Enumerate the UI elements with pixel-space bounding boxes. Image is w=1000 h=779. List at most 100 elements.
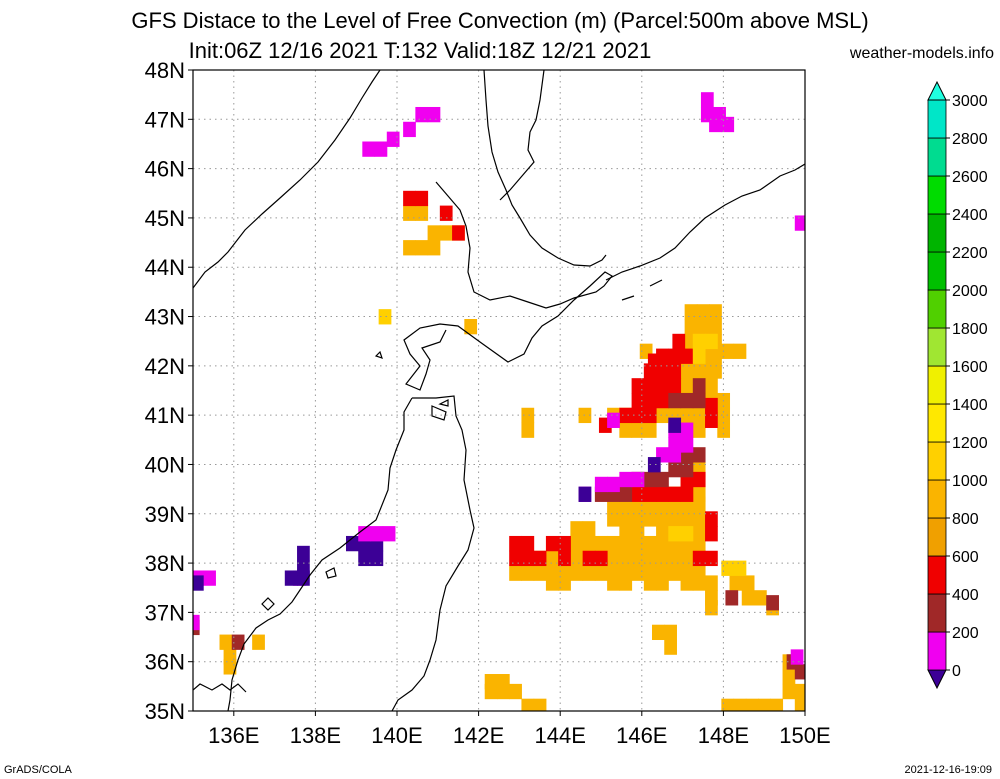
lfc-cell (619, 535, 633, 552)
lat-label: 37N (145, 600, 185, 625)
lfc-cell (582, 521, 596, 537)
lfc-cell (631, 486, 645, 502)
lfc-cell (668, 486, 682, 502)
lat-label: 45N (145, 206, 185, 231)
lfc-cell (647, 353, 661, 369)
lfc-cell (631, 471, 645, 488)
lfc-cell (545, 535, 559, 552)
lat-label: 41N (145, 403, 185, 428)
colorbar-label: 800 (952, 511, 979, 528)
lfc-cell (643, 471, 657, 488)
lfc-cell (427, 106, 441, 123)
lfc-cell (709, 348, 722, 364)
lfc-cell (680, 437, 694, 453)
colorbar-min-arrow (927, 669, 947, 690)
lfc-cell (533, 565, 547, 581)
lfc-cell (203, 570, 216, 586)
lfc-cell (684, 363, 698, 379)
lfc-cell (680, 486, 694, 502)
plot-frame (192, 69, 806, 712)
lfc-cell (705, 511, 718, 527)
lfc-cell (427, 240, 441, 256)
lfc-cell (403, 190, 416, 207)
lfc-cell (684, 319, 698, 335)
lfc-cell (692, 575, 706, 591)
lfc-cell (664, 639, 677, 655)
lfc-cell (193, 575, 204, 591)
colorbar-swatch (927, 175, 947, 215)
lfc-cell (680, 378, 694, 394)
colorbar-swatch (927, 555, 947, 595)
lfc-cell (705, 575, 718, 591)
colorbar-label: 1400 (952, 397, 988, 414)
lfc-cell (362, 141, 376, 157)
lfc-cell (664, 624, 677, 641)
lfc-cell (631, 407, 645, 424)
lat-label: 35N (145, 699, 185, 724)
lfc-cell (607, 550, 620, 567)
lfc-cell (782, 683, 796, 700)
lfc-cell (558, 535, 571, 552)
lfc-cell (721, 560, 735, 576)
colorbar-swatch (927, 213, 947, 253)
lfc-cell (733, 560, 747, 576)
lfc-cell (631, 565, 645, 581)
lfc-cell (403, 205, 416, 221)
lfc-cell (721, 698, 735, 711)
lfc-cell (643, 378, 657, 394)
lfc-cell (386, 131, 400, 147)
lfc-cell (705, 526, 718, 542)
lfc-cell (656, 550, 669, 567)
lfc-cell (794, 698, 805, 711)
lfc-cell (794, 683, 805, 700)
lfc-cell (680, 511, 694, 527)
lfc-cell (668, 417, 682, 433)
lfc-cell (346, 535, 359, 552)
lfc-cell (558, 550, 571, 567)
lfc-cell (570, 521, 584, 537)
lfc-cell (729, 575, 743, 591)
lfc-cell (631, 511, 645, 527)
lfc-cell (684, 304, 698, 320)
lat-label: 46N (145, 157, 185, 182)
lfc-cell (582, 565, 596, 581)
lfc-cell (521, 535, 535, 552)
lfc-cell (643, 511, 657, 527)
lfc-cell (692, 471, 706, 488)
lfc-cell (692, 535, 706, 552)
lfc-cell (656, 486, 669, 502)
lfc-cell (631, 392, 645, 409)
lfc-cell (545, 575, 559, 591)
lfc-cell (680, 348, 694, 364)
lfc-cell (509, 535, 522, 552)
lfc-cell (231, 634, 245, 650)
colorbar-swatch (927, 327, 947, 367)
lfc-cell (594, 476, 608, 493)
lfc-cell (252, 634, 265, 650)
lfc-cell (766, 595, 779, 611)
lfc-cell (741, 575, 755, 591)
lfc-cell (582, 550, 596, 567)
lfc-cell (782, 669, 796, 685)
lfc-cell (558, 575, 571, 591)
lfc-cell (607, 535, 620, 552)
lfc-cell (545, 550, 559, 567)
lfc-cell (370, 550, 384, 567)
lfc-cell (521, 550, 535, 567)
lfc-cell (509, 550, 522, 567)
lfc-cell (680, 407, 694, 424)
coastlines (193, 70, 805, 711)
lfc-cell (668, 565, 682, 581)
lfc-cell (668, 550, 682, 567)
lfc-cell (484, 683, 498, 700)
lfc-cell (570, 550, 584, 567)
colorbar-label: 1200 (952, 435, 988, 452)
colorbar-label: 2200 (952, 245, 988, 262)
lfc-cell (594, 565, 608, 581)
colorbar: 0 200 400 600 800 1000 1200 1400 1600 1800 2000 220… (927, 80, 988, 690)
lfc-cell (415, 205, 429, 221)
lfc-cell (705, 378, 718, 394)
lfc-cell (631, 535, 645, 552)
lon-label: 150E (779, 723, 830, 748)
lfc-cell (709, 363, 722, 379)
